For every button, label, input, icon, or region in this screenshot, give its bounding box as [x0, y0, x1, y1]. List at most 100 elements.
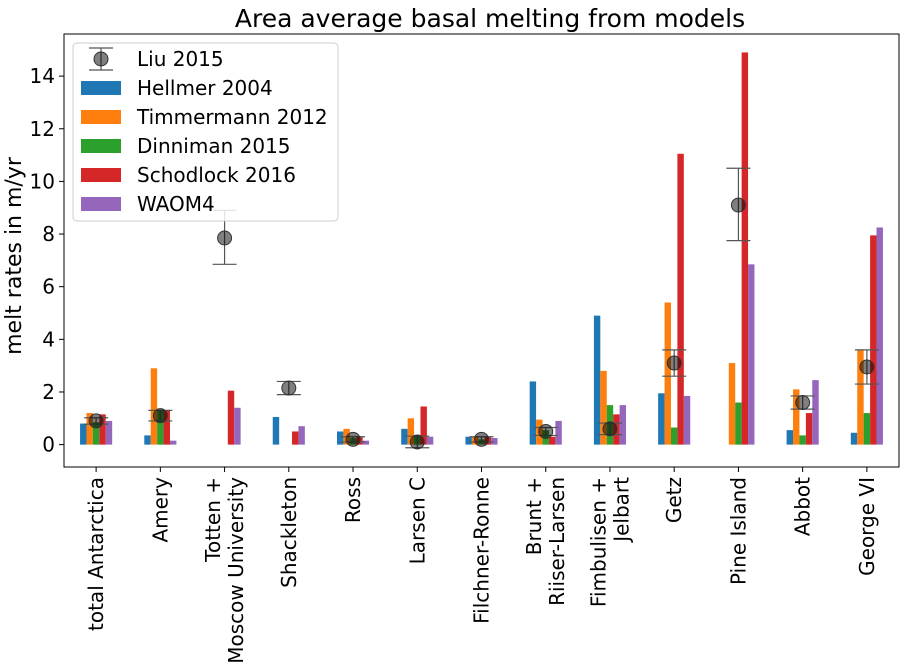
x-tick-label: Pine Island	[726, 477, 750, 585]
y-tick-label: 14	[30, 64, 55, 88]
bar	[163, 410, 170, 445]
bar	[664, 302, 671, 445]
observation-point	[795, 395, 811, 411]
bar	[735, 402, 742, 445]
x-tick-label-line: Abbot	[791, 477, 815, 536]
legend-swatch	[81, 168, 121, 182]
legend-box	[72, 42, 339, 222]
bar	[80, 423, 87, 445]
x-tick-label: George VI	[855, 477, 879, 576]
bar	[683, 395, 691, 445]
legend: Liu 2015 Hellmer 2004 Timmermann 2012 Dinni…	[72, 42, 339, 222]
x-tick-label-line: Riiser-Larsen	[545, 477, 569, 606]
x-tick-label: Ross	[341, 477, 365, 523]
bar	[407, 418, 415, 445]
bar	[420, 406, 427, 445]
bar	[298, 426, 305, 445]
legend-swatch	[81, 81, 121, 95]
observation-point	[409, 434, 425, 450]
x-tick-label-line: Getz	[662, 477, 686, 523]
bar	[150, 368, 158, 445]
legend-label: Schodlock 2016	[137, 163, 296, 187]
bar	[555, 420, 562, 445]
bar	[548, 436, 556, 445]
x-tick-label: Shackleton	[277, 477, 301, 588]
bar	[850, 432, 858, 445]
x-tick-label-line: Jelbart	[609, 477, 633, 544]
y-tick-label: 6	[42, 275, 55, 299]
observation-point	[538, 423, 554, 439]
bar	[658, 393, 665, 445]
bar	[529, 381, 537, 445]
observation-point	[602, 421, 618, 437]
bar	[426, 436, 434, 445]
legend-label: WAOM4	[137, 192, 215, 216]
x-tick-label-line: Pine Island	[726, 477, 750, 585]
bar	[86, 413, 93, 445]
legend-label: Timmermann 2012	[136, 105, 328, 129]
x-tick-label-line: Totten +	[201, 477, 225, 563]
bar	[805, 413, 813, 445]
bar	[812, 380, 819, 445]
bar	[857, 349, 864, 445]
legend-marker	[93, 51, 109, 67]
x-tick-label: Getz	[662, 477, 686, 523]
x-tick-label: Brunt + Riiser-Larsen	[522, 477, 569, 606]
legend-label: Dinniman 2015	[137, 134, 291, 158]
observation-point	[666, 355, 682, 371]
chart-title: Area average basal melting from models	[235, 4, 745, 33]
bar	[272, 416, 280, 445]
y-tick-label: 2	[42, 380, 55, 404]
x-tick-label: total Antarctica	[84, 477, 108, 631]
y-tick-label: 10	[30, 169, 55, 193]
x-tick-label-line: Moscow University	[224, 477, 248, 664]
observation-point	[474, 431, 489, 447]
bar	[786, 430, 794, 445]
bar	[144, 435, 151, 445]
bar	[169, 440, 177, 445]
x-tick-label-line: Ross	[341, 477, 365, 523]
x-tick-label: Larsen C	[405, 477, 429, 564]
bar	[728, 363, 736, 445]
bar	[401, 428, 408, 445]
bar	[92, 422, 100, 445]
bar	[670, 427, 678, 445]
plot-area: 0 2 4 6 8 10 12 14 total Antarctica Amery Totten +…	[30, 33, 900, 664]
x-tick-label: Filchner-Ronne	[470, 477, 494, 624]
y-axis-label: melt rates in m/yr	[2, 156, 27, 355]
bar	[593, 315, 601, 445]
bar	[799, 435, 806, 445]
x-tick-label: Totten + Moscow University	[201, 477, 248, 664]
x-tick-label-line: Amery	[148, 477, 172, 543]
bar	[870, 235, 877, 445]
y-tick-label: 8	[42, 222, 55, 246]
y-tick-label: 4	[42, 327, 55, 351]
observation-point	[345, 431, 361, 447]
observation-point	[217, 230, 233, 246]
x-tick-label-line: George VI	[855, 477, 879, 576]
legend-label: Hellmer 2004	[137, 76, 273, 100]
legend-swatch	[81, 110, 121, 124]
x-tick-label: Abbot	[791, 477, 815, 536]
x-tick-label-line: Filchner-Ronne	[470, 477, 494, 624]
x-tick-label-line: Brunt +	[522, 477, 546, 555]
bar	[465, 436, 472, 445]
bar	[99, 414, 106, 445]
observation-point	[152, 408, 168, 424]
observation-point	[281, 380, 297, 396]
y-tick-label: 0	[42, 433, 55, 457]
x-tick-label-line: Fimbulisen +	[586, 477, 610, 607]
y-tick-label: 12	[30, 117, 55, 141]
bar	[105, 420, 113, 445]
bar	[336, 431, 344, 445]
bar	[741, 52, 749, 445]
bar	[157, 410, 164, 445]
legend-label: Liu 2015	[137, 47, 224, 71]
bar	[876, 227, 883, 445]
x-tick-label-line: Shackleton	[277, 477, 301, 588]
bar	[362, 440, 370, 445]
observation-point	[88, 413, 104, 429]
observation-point	[730, 197, 746, 213]
bar	[793, 389, 800, 445]
